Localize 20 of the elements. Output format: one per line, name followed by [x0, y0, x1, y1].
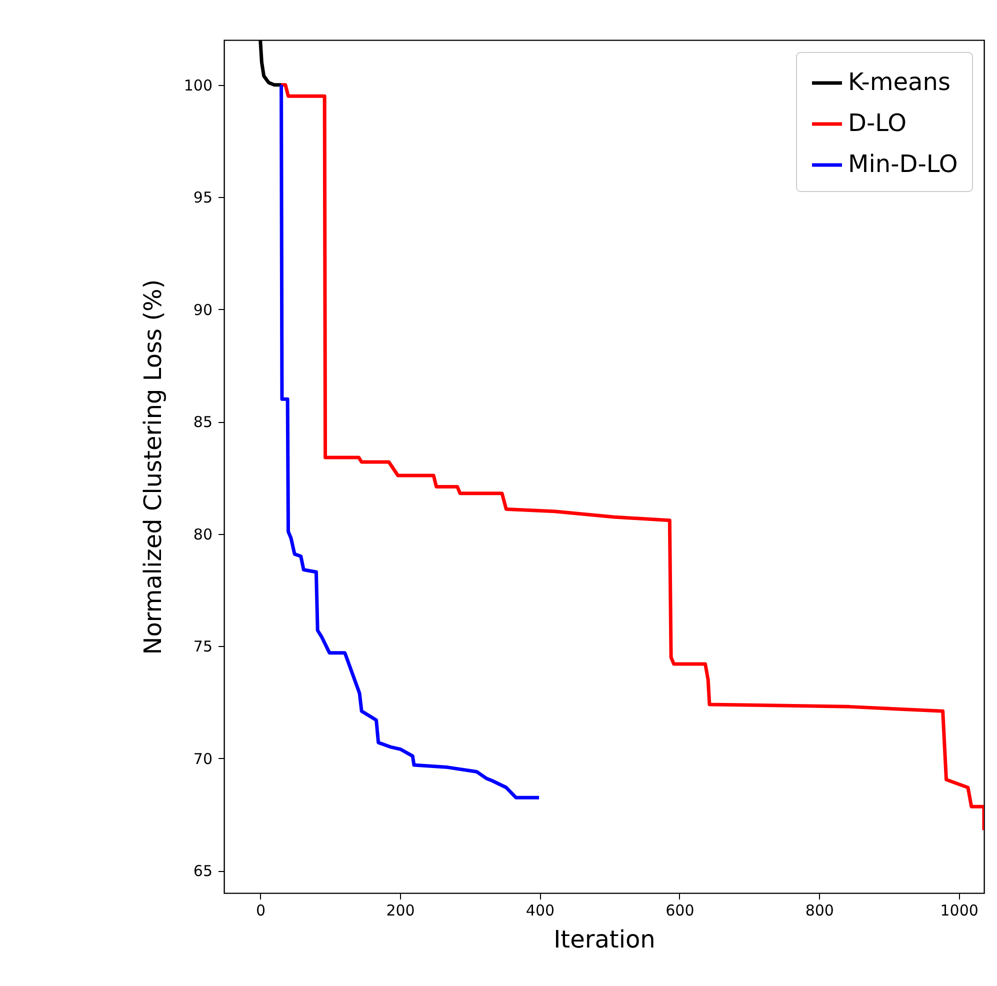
- y-tick-label: 65: [193, 862, 212, 880]
- y-tick-label: 90: [193, 300, 212, 319]
- y-tick-label: 95: [193, 188, 212, 207]
- y-tick-label: 100: [184, 76, 212, 94]
- line-series: [280, 83, 541, 800]
- y-tick-label: 80: [193, 525, 212, 544]
- x-tick-label: 200: [386, 902, 415, 920]
- legend-label: K-means: [848, 68, 950, 96]
- x-tick-label: 1000: [940, 902, 978, 920]
- y-tick-label: 75: [193, 638, 212, 656]
- y-axis-title: Normalized Clustering Loss (%): [138, 279, 167, 655]
- y-tick-label: 85: [193, 413, 212, 432]
- y-tick-label: 70: [193, 750, 212, 768]
- x-tick-label: 600: [666, 902, 694, 920]
- legend-label: D-LO: [848, 109, 907, 137]
- x-axis-title: Iteration: [554, 926, 656, 954]
- legend-label: Min-D-LO: [848, 150, 958, 178]
- x-tick-label: 400: [526, 902, 555, 920]
- x-tick-label: 0: [256, 902, 266, 920]
- x-tick-label: 800: [805, 902, 834, 920]
